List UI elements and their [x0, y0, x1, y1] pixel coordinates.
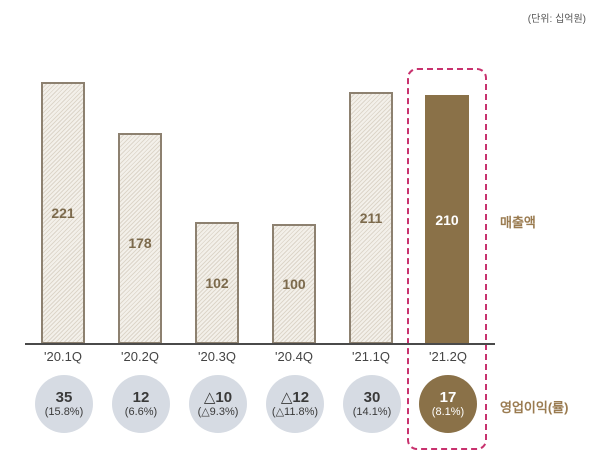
x-label: '20.2Q	[121, 349, 159, 364]
profit-value: 12	[132, 389, 150, 406]
profit-margin: (14.1%)	[352, 406, 392, 418]
profit-margin: (△11.8%)	[271, 406, 319, 418]
bar-value: 221	[51, 205, 75, 221]
x-label: '20.4Q	[275, 349, 313, 364]
legend-revenue: 매출액	[500, 215, 536, 230]
bar-21-1q: 211	[349, 92, 393, 344]
profit-circle-highlight: 17 (8.1%)	[419, 375, 477, 433]
bar-value: 211	[359, 210, 383, 226]
profit-margin: (15.8%)	[44, 406, 84, 418]
x-label: '20.1Q	[44, 349, 82, 364]
profit-circle: △10 (△9.3%)	[189, 375, 247, 433]
bar-value: 102	[205, 275, 229, 291]
profit-margin: (8.1%)	[431, 406, 465, 418]
profit-margin: (△9.3%)	[197, 406, 239, 418]
bar-21-2q: 210	[425, 95, 469, 344]
profit-value: 30	[363, 389, 381, 406]
bar-20-1q: 221	[41, 82, 85, 344]
bar-value: 178	[128, 234, 152, 251]
highlight-box	[407, 68, 487, 450]
x-axis-line	[25, 343, 495, 345]
profit-value: 35	[55, 389, 73, 406]
bar-20-2q: 178	[118, 133, 162, 344]
bar-20-4q: 100	[272, 224, 316, 344]
profit-value: △10	[203, 389, 233, 406]
profit-circle: △12 (△11.8%)	[266, 375, 324, 433]
profit-circle: 35 (15.8%)	[35, 375, 93, 433]
x-label: '20.3Q	[198, 349, 236, 364]
profit-circle: 12 (6.6%)	[112, 375, 170, 433]
bar-20-3q: 102	[195, 222, 239, 344]
bar-value: 210	[435, 211, 459, 228]
legend-operating-profit: 영업이익(률)	[500, 400, 569, 415]
profit-margin: (6.6%)	[124, 406, 158, 418]
x-label: '21.1Q	[352, 349, 390, 364]
x-label: '21.2Q	[429, 349, 467, 364]
profit-circle: 30 (14.1%)	[343, 375, 401, 433]
unit-label: (단위: 십억원)	[527, 14, 586, 25]
profit-value: △12	[280, 389, 310, 406]
profit-value: 17	[439, 389, 457, 406]
bar-value: 100	[282, 276, 306, 292]
